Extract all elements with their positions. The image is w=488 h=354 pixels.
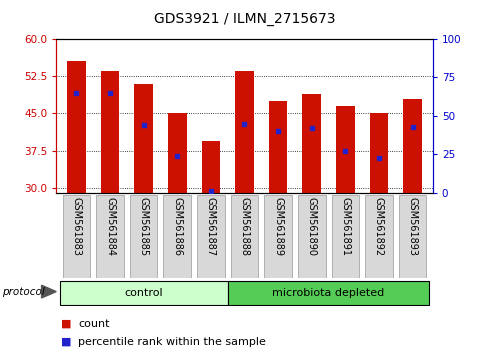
Bar [398,195,426,278]
Bar [227,281,428,305]
Bar [67,61,85,193]
Bar [62,195,90,278]
Bar [235,71,253,193]
Bar [264,195,291,278]
Text: count: count [78,319,109,329]
Text: GSM561885: GSM561885 [139,197,148,256]
Bar [168,113,186,193]
Bar [335,106,354,193]
Text: GSM561890: GSM561890 [306,197,316,256]
Text: GSM561889: GSM561889 [273,197,283,256]
Text: microbiota depleted: microbiota depleted [272,288,384,298]
Bar [201,141,220,193]
Bar [230,195,258,278]
Text: protocol: protocol [2,287,45,297]
Bar [101,71,119,193]
Bar [403,98,421,193]
Text: GSM561892: GSM561892 [373,197,383,256]
Bar [268,101,287,193]
Bar [60,281,227,305]
Bar [365,195,392,278]
Bar [302,93,320,193]
Bar [297,195,325,278]
Text: percentile rank within the sample: percentile rank within the sample [78,337,265,347]
Bar [130,195,157,278]
Bar [331,195,358,278]
Text: GSM561883: GSM561883 [71,197,81,256]
Text: GDS3921 / ILMN_2715673: GDS3921 / ILMN_2715673 [153,12,335,27]
Text: ■: ■ [61,319,71,329]
Text: GSM561891: GSM561891 [340,197,349,256]
Text: GSM561888: GSM561888 [239,197,249,256]
Text: GSM561893: GSM561893 [407,197,417,256]
Bar [163,195,191,278]
Bar [96,195,123,278]
Text: control: control [124,288,163,298]
Text: ■: ■ [61,337,71,347]
Text: GSM561884: GSM561884 [105,197,115,256]
Bar [134,84,153,193]
Bar [369,113,387,193]
Bar [197,195,224,278]
Text: GSM561886: GSM561886 [172,197,182,256]
Text: GSM561887: GSM561887 [205,197,215,256]
